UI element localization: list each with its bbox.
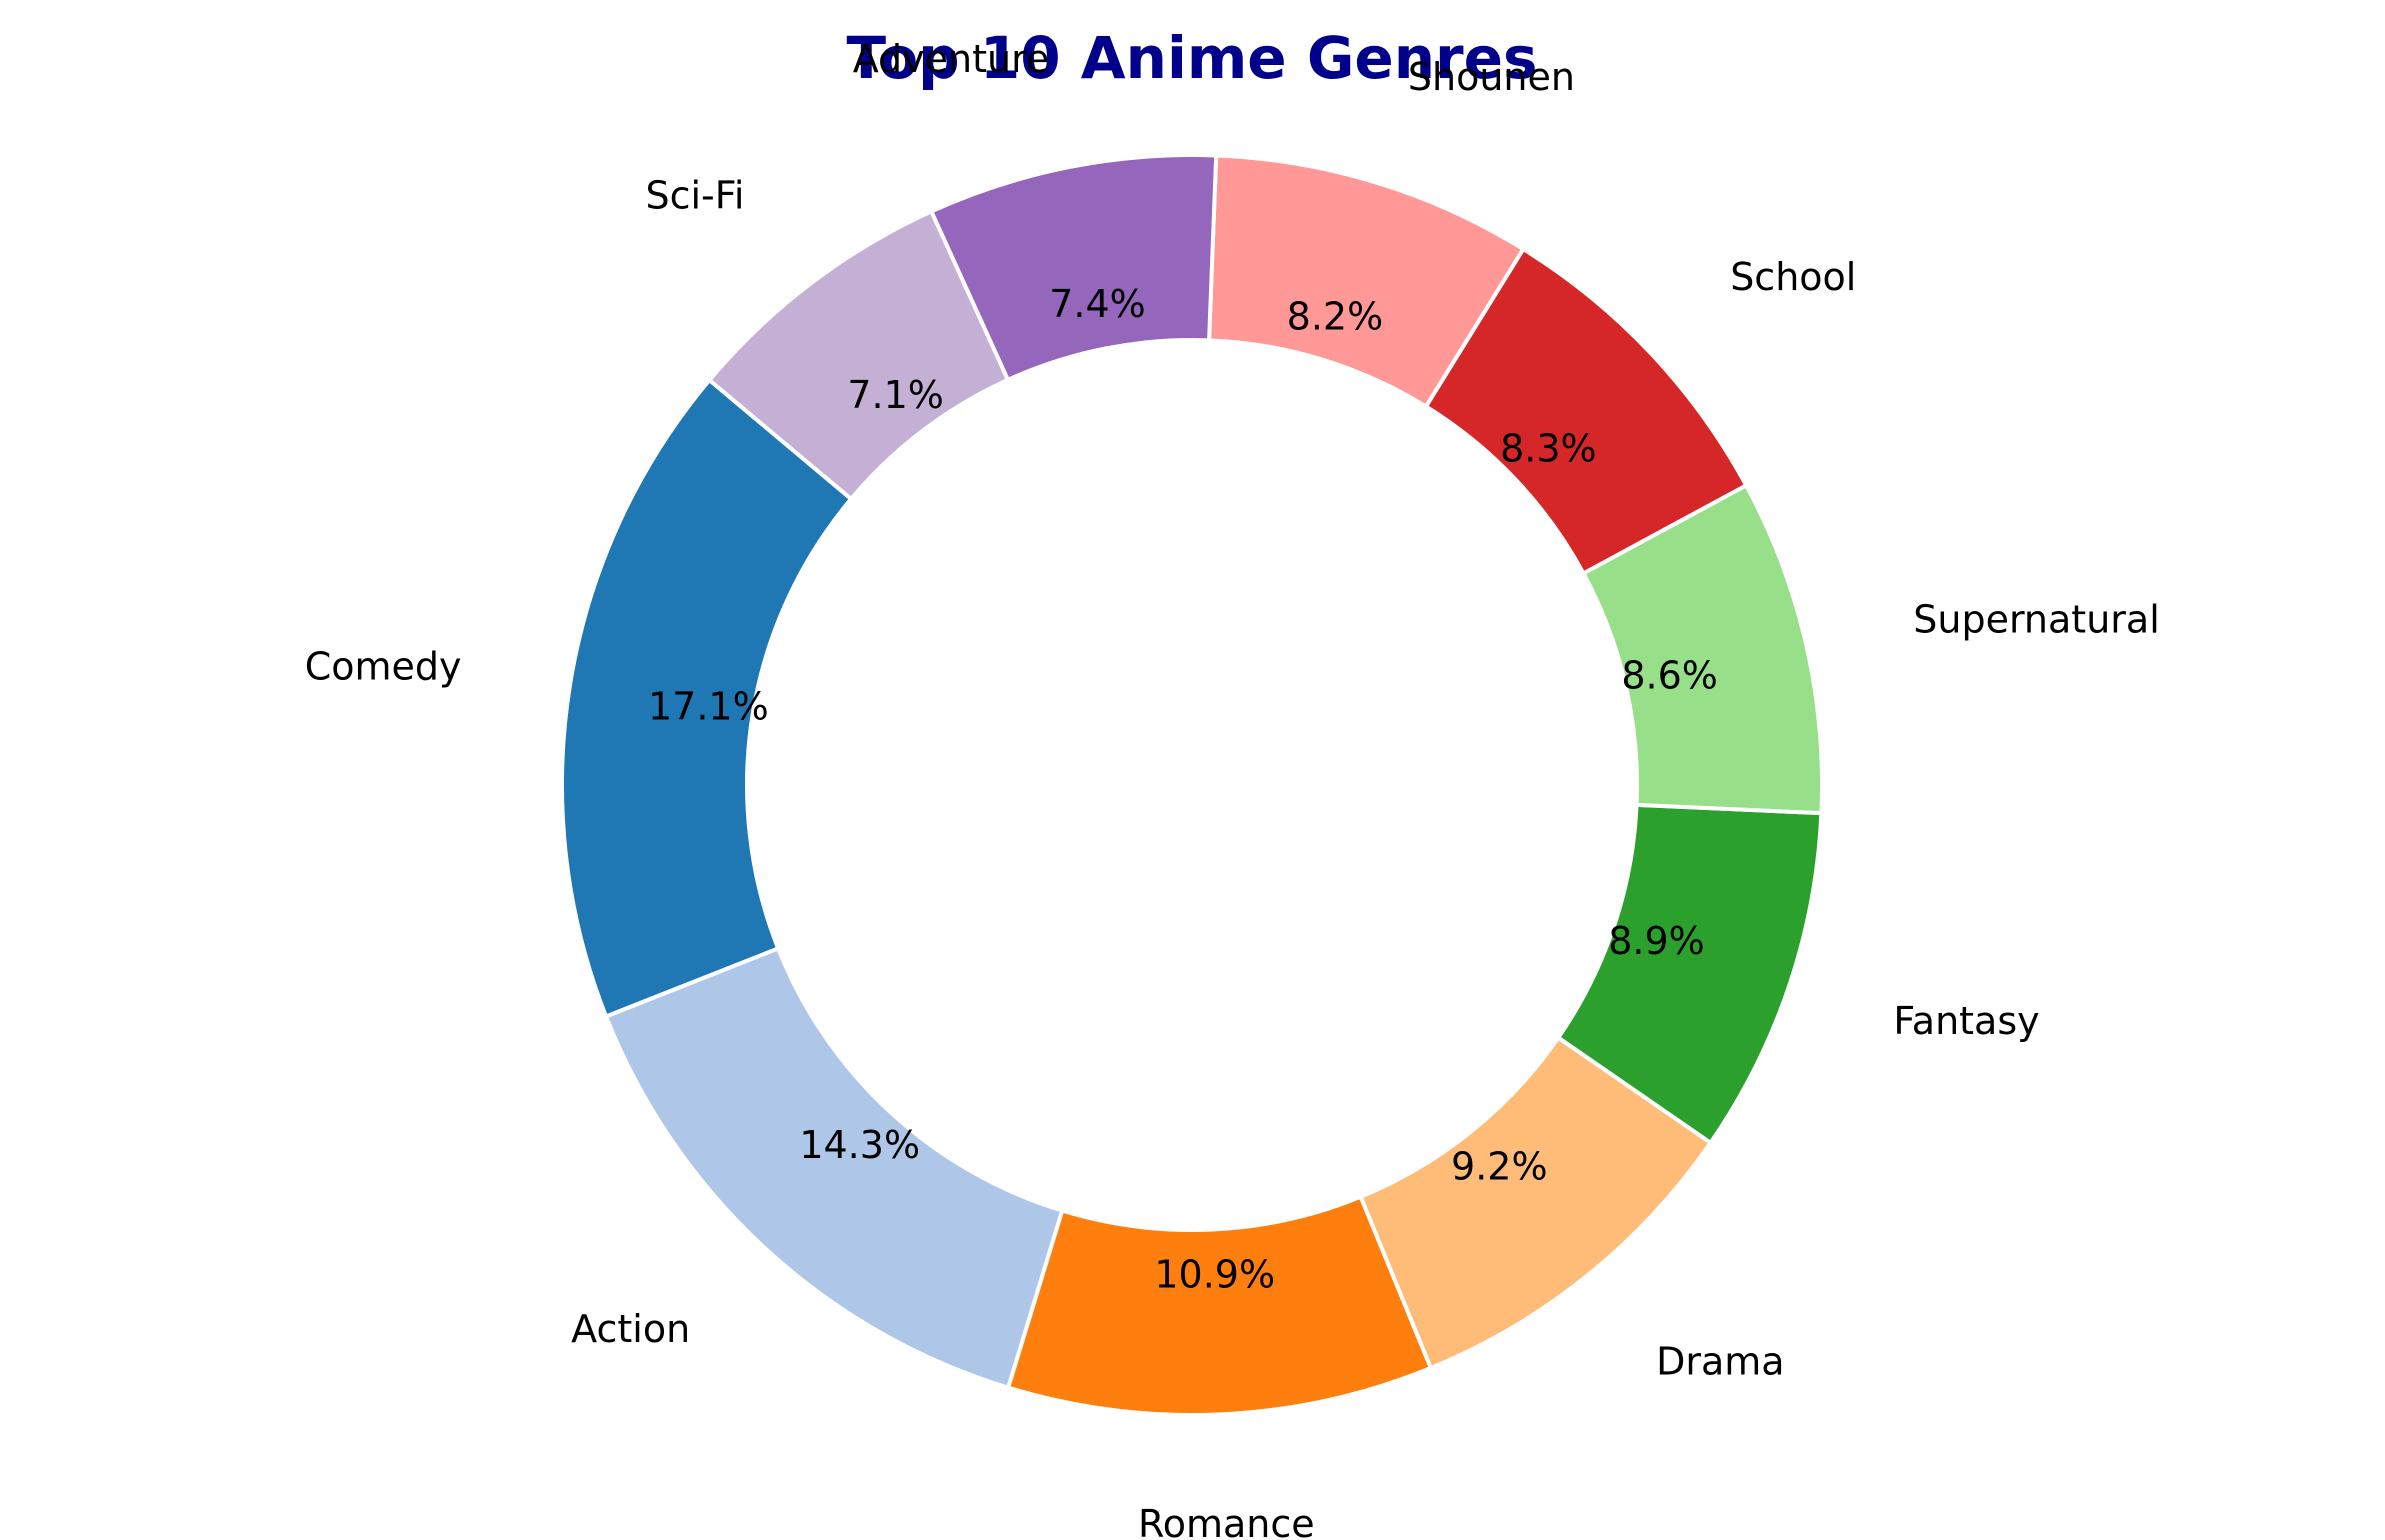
percent-label: 8.6% xyxy=(1621,653,1718,697)
percent-label: 7.1% xyxy=(847,373,944,417)
slice-action xyxy=(603,945,1065,1391)
category-label: Supernatural xyxy=(1913,598,2159,642)
category-label: Action xyxy=(571,1307,690,1351)
percent-label: 8.3% xyxy=(1500,427,1597,471)
category-label: Fantasy xyxy=(1893,999,2039,1043)
category-label: Shounen xyxy=(1408,55,1575,99)
category-label: Drama xyxy=(1656,1339,1784,1383)
category-label: Comedy xyxy=(305,644,462,688)
percent-label: 17.1% xyxy=(648,684,769,728)
percent-label: 10.9% xyxy=(1154,1252,1275,1296)
percent-label: 7.4% xyxy=(1049,282,1146,326)
percent-label: 8.9% xyxy=(1608,919,1705,963)
slice-romance xyxy=(1005,1194,1434,1417)
slices-layer xyxy=(560,153,1824,1417)
category-label: Adventure xyxy=(853,37,1050,81)
percent-label: 9.2% xyxy=(1451,1145,1548,1189)
chart-title: Top 10 Anime Genres xyxy=(846,24,1537,92)
slice-sci-fi xyxy=(706,208,1011,502)
category-label: School xyxy=(1730,255,1856,299)
category-labels-layer: Comedy Action Romance Drama Fantasy Supernatu… xyxy=(305,37,2160,1540)
percent-label: 8.2% xyxy=(1287,294,1384,338)
slice-comedy xyxy=(560,377,854,1020)
percent-labels-layer: 17.1% 14.3% 10.9% 9.2% 8.9% 8.6% 8.3% 8.2% 7.4% 7… xyxy=(648,282,1718,1296)
category-label: Romance xyxy=(1138,1502,1315,1540)
category-label: Sci-Fi xyxy=(645,174,744,218)
percent-label: 14.3% xyxy=(799,1123,920,1167)
